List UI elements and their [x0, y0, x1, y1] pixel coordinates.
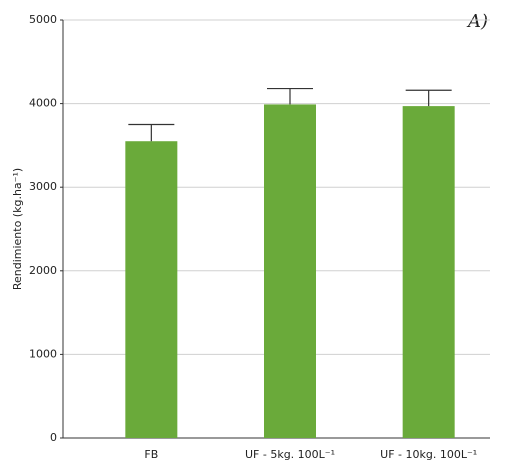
y-tick-label: 0 [50, 431, 57, 444]
bar [264, 104, 316, 438]
annotation: A) [466, 11, 488, 32]
y-tick-label: 2000 [29, 264, 57, 277]
bar [125, 141, 178, 438]
y-tick-label: 4000 [29, 97, 57, 110]
x-tick-label: UF - 10kg. 100L⁻¹ [380, 448, 477, 461]
error-bar [405, 89, 452, 107]
y-tick-label: 3000 [29, 180, 57, 193]
error-bar [128, 123, 175, 142]
y-axis-label: Rendimiento (kg.ha⁻¹) [11, 168, 24, 290]
y-tick-label: 1000 [29, 347, 57, 360]
bar [402, 106, 455, 438]
x-tick-label: FB [144, 448, 158, 461]
error-bar [267, 87, 313, 105]
x-tick-label: UF - 5kg. 100L⁻¹ [245, 448, 335, 461]
y-tick-label: 5000 [29, 13, 57, 26]
